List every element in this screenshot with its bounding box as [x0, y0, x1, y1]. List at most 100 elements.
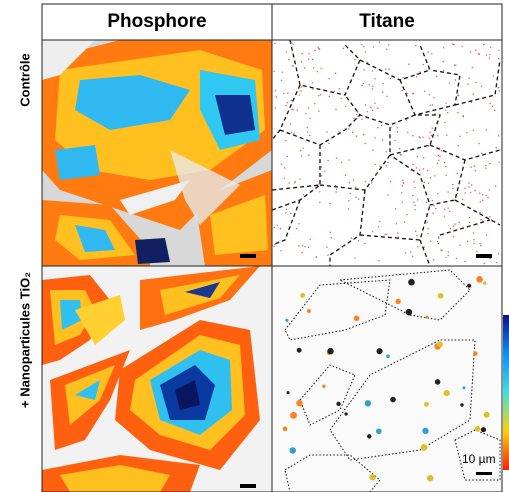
- particle: [372, 86, 373, 87]
- particle: [290, 123, 291, 124]
- particle: [286, 51, 287, 52]
- particle: [397, 131, 398, 132]
- particle: [415, 45, 416, 46]
- particle: [460, 403, 463, 406]
- particle: [312, 82, 313, 83]
- particle: [402, 179, 403, 180]
- particle: [437, 163, 438, 164]
- particle: [412, 195, 413, 196]
- particle: [416, 235, 417, 236]
- particle: [285, 105, 286, 106]
- particle: [353, 118, 354, 119]
- particle: [356, 118, 357, 119]
- particle: [302, 245, 303, 246]
- particle: [364, 243, 365, 244]
- particle: [412, 135, 413, 136]
- particle: [454, 223, 455, 224]
- phosphore-control-image: [42, 40, 272, 266]
- particle: [423, 64, 424, 65]
- particle: [453, 44, 454, 45]
- particle: [438, 236, 439, 237]
- particle: [445, 257, 446, 258]
- particle: [427, 475, 434, 482]
- particle: [467, 84, 468, 85]
- particle: [471, 101, 472, 102]
- particle: [484, 412, 490, 418]
- particle: [432, 200, 433, 201]
- particle: [396, 127, 397, 128]
- particle: [431, 135, 432, 136]
- particle: [462, 386, 465, 389]
- particle: [482, 194, 483, 195]
- particle: [448, 251, 449, 252]
- particle: [390, 397, 396, 403]
- particle: [437, 135, 438, 136]
- particle: [365, 400, 371, 406]
- particle: [302, 252, 303, 253]
- row-label: Contrôle: [17, 53, 32, 106]
- particle: [424, 402, 429, 407]
- particle: [473, 233, 474, 234]
- particle: [273, 246, 274, 247]
- particle: [274, 244, 275, 245]
- particle: [476, 251, 477, 252]
- particle: [498, 87, 499, 88]
- particle: [308, 59, 309, 60]
- particle: [469, 222, 470, 223]
- particle: [288, 182, 289, 183]
- particle: [386, 49, 387, 50]
- particle: [438, 293, 444, 299]
- particle: [283, 93, 284, 94]
- particle: [345, 106, 346, 107]
- color-bar: [503, 315, 509, 470]
- particle: [302, 148, 303, 149]
- particle: [427, 233, 428, 234]
- particle: [300, 293, 305, 298]
- particle: [452, 184, 453, 185]
- particle: [388, 44, 389, 45]
- particle: [470, 166, 471, 167]
- particle: [374, 102, 375, 103]
- particle: [370, 107, 371, 108]
- particle: [485, 165, 486, 166]
- particle: [344, 412, 347, 415]
- particle: [407, 132, 408, 133]
- particle: [489, 54, 490, 55]
- particle: [401, 90, 402, 91]
- particle: [414, 209, 415, 210]
- particle: [469, 217, 470, 218]
- particle: [475, 82, 476, 83]
- particle: [320, 166, 321, 167]
- particle: [308, 155, 309, 156]
- particle: [305, 113, 306, 114]
- particle: [443, 61, 444, 62]
- particle: [470, 51, 471, 52]
- particle: [296, 400, 302, 406]
- particle: [470, 192, 471, 193]
- particle: [310, 239, 311, 240]
- particle: [455, 79, 456, 80]
- particle: [414, 205, 415, 206]
- particle: [476, 276, 483, 283]
- particle: [285, 319, 288, 322]
- particle: [298, 245, 299, 246]
- particle: [438, 238, 439, 239]
- particle: [386, 151, 387, 152]
- particle: [362, 85, 363, 86]
- particle: [372, 149, 373, 150]
- scale-bar: [240, 484, 256, 488]
- particle: [404, 222, 405, 223]
- particle: [386, 234, 387, 235]
- particle: [357, 116, 358, 117]
- particle: [453, 236, 454, 237]
- particle: [447, 191, 448, 192]
- particle: [390, 78, 391, 79]
- particle: [439, 156, 440, 157]
- particle: [459, 222, 460, 223]
- particle: [457, 94, 458, 95]
- particle: [361, 44, 362, 45]
- particle: [406, 119, 407, 120]
- particle: [424, 182, 425, 183]
- particle: [432, 213, 433, 214]
- particle: [445, 102, 446, 103]
